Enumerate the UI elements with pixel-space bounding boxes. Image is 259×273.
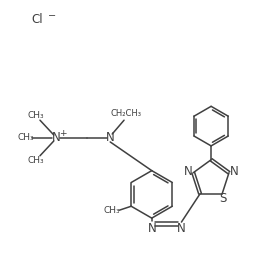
Text: N: N — [177, 222, 186, 236]
Text: CH₃: CH₃ — [103, 206, 120, 215]
Text: CH₃: CH₃ — [18, 133, 34, 143]
Text: Cl: Cl — [31, 13, 43, 26]
Text: CH₂CH₃: CH₂CH₃ — [111, 109, 141, 118]
Text: −: − — [48, 11, 56, 21]
Text: N: N — [106, 132, 114, 144]
Text: N: N — [147, 222, 156, 236]
Text: N: N — [229, 165, 238, 178]
Text: N: N — [52, 132, 60, 144]
Text: CH₃: CH₃ — [28, 111, 44, 120]
Text: S: S — [219, 192, 227, 205]
Text: +: + — [59, 129, 67, 138]
Text: N: N — [184, 165, 193, 178]
Text: CH₃: CH₃ — [28, 156, 44, 165]
